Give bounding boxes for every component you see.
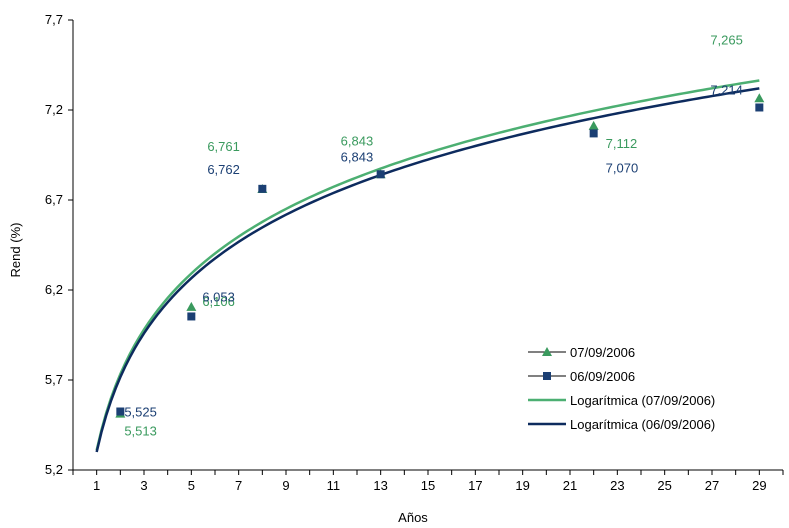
x-tick-label: 7 [235, 478, 242, 493]
y-axis-ticks: 5,2 5,7 6,2 6,7 7,2 7,7 [45, 12, 73, 477]
data-label: 6,761 [207, 139, 240, 154]
legend-item: Logarítmica (06/09/2006) [528, 417, 715, 432]
legend-item: 07/09/2006 [528, 345, 635, 360]
legend-label: Logarítmica (06/09/2006) [570, 417, 715, 432]
x-tick-label: 3 [140, 478, 147, 493]
triangle-marker [186, 301, 197, 311]
x-tick-label: 13 [373, 478, 387, 493]
legend-label: 07/09/2006 [570, 345, 635, 360]
data-label: 7,265 [710, 32, 743, 47]
data-label: 6,106 [202, 294, 235, 309]
y-tick-label: 6,2 [45, 282, 63, 297]
y-tick-label: 7,7 [45, 12, 63, 27]
y-tick-label: 7,2 [45, 102, 63, 117]
data-label: 7,214 [710, 82, 743, 97]
x-tick-label: 1 [93, 478, 100, 493]
legend: 07/09/2006 06/09/2006 Logarítmica (07/09/2… [528, 345, 715, 432]
trendline-2 [95, 87, 760, 453]
x-tick-label: 23 [610, 478, 624, 493]
square-marker [187, 312, 196, 321]
y-tick-label: 5,2 [45, 462, 63, 477]
legend-label: Logarítmica (07/09/2006) [570, 393, 715, 408]
x-tick-label: 9 [282, 478, 289, 493]
data-label: 6,843 [341, 149, 374, 164]
x-tick-label: 21 [563, 478, 577, 493]
y-tick-label: 6,7 [45, 192, 63, 207]
x-axis-title: Años [398, 510, 428, 525]
legend-item: Logarítmica (07/09/2006) [528, 393, 715, 408]
x-tick-label: 27 [705, 478, 719, 493]
y-axis-title: Rend (%) [8, 223, 23, 278]
square-marker [755, 103, 764, 112]
data-label: 6,762 [207, 162, 240, 177]
square-marker [116, 407, 125, 416]
y-tick-label: 5,7 [45, 372, 63, 387]
legend-item: 06/09/2006 [528, 369, 635, 384]
data-label: 7,070 [606, 160, 639, 175]
x-tick-label: 11 [327, 478, 341, 493]
data-labels: 5,513 6,106 6,761 6,843 7,112 7,265 5,525 6,053… [124, 32, 743, 438]
data-label: 5,513 [124, 424, 157, 439]
legend-triangle-marker [542, 347, 552, 356]
square-marker [589, 129, 598, 138]
data-label: 6,053 [202, 289, 235, 304]
legend-label: 06/09/2006 [570, 369, 635, 384]
triangle-marker [754, 93, 765, 103]
x-tick-label: 19 [515, 478, 529, 493]
x-tick-label: 17 [468, 478, 482, 493]
x-tick-label: 25 [657, 478, 671, 493]
x-tick-label: 5 [188, 478, 195, 493]
triangle-marker [588, 120, 599, 130]
square-marker [258, 184, 267, 193]
data-markers [115, 93, 765, 418]
data-label: 6,843 [341, 133, 374, 148]
x-axis-ticks: 1 3 5 7 9 11 13 15 17 19 21 23 25 27 29 [72, 470, 784, 493]
legend-square-marker [543, 372, 551, 380]
trendlines [95, 79, 760, 453]
square-marker [376, 170, 385, 179]
data-label: 7,112 [606, 136, 638, 151]
x-tick-label: 29 [752, 478, 766, 493]
data-label: 5,525 [124, 405, 157, 420]
trendline-1 [95, 79, 760, 451]
x-tick-label: 15 [421, 478, 435, 493]
